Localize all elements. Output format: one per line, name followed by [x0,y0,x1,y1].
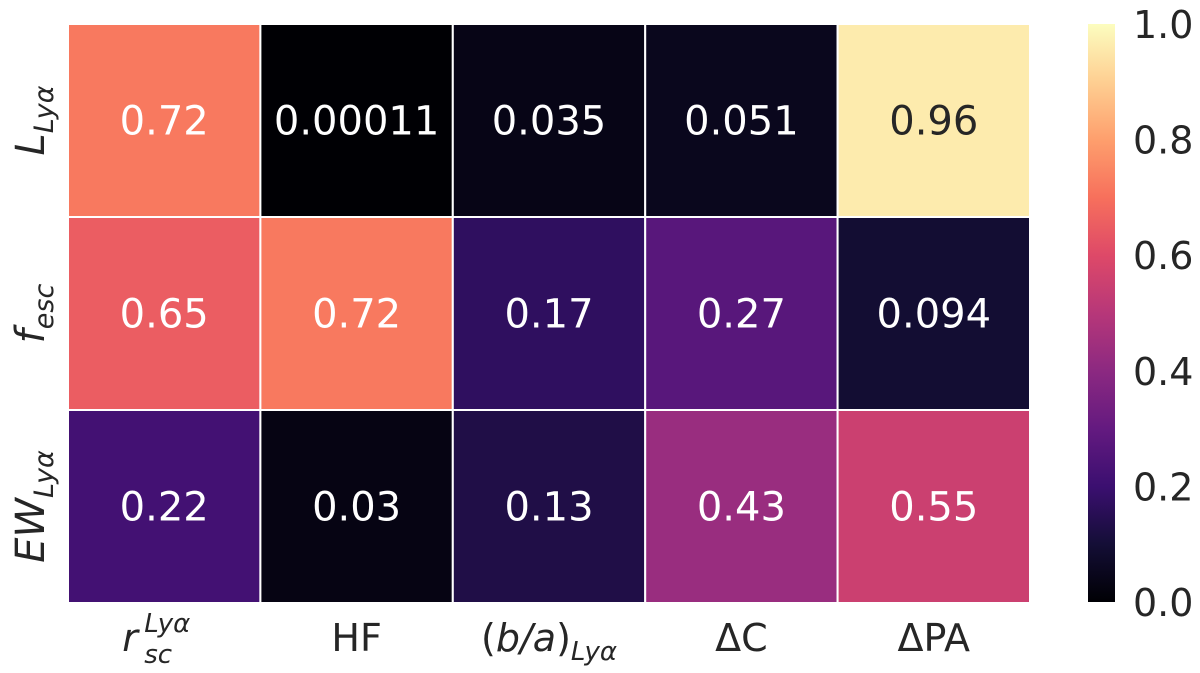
colorbar-gradient [1088,24,1115,602]
cell-annotation-r0-c1: 0.00011 [274,99,439,145]
heatmap-cell-r0-c0 [67,23,262,218]
cell-annotation-r2-c3: 0.43 [697,485,786,531]
cell-annotation-r1-c4: 0.094 [877,292,992,338]
heatmap-cell-r2-c3 [644,409,839,604]
cell-annotation-r0-c2: 0.035 [492,99,607,145]
cell-annotation-r1-c0: 0.65 [120,292,209,338]
cell-annotation-r2-c4: 0.55 [889,485,978,531]
x-tick-label-3: ΔC [715,616,768,660]
heatmap-cell-r0-c4 [836,23,1031,218]
heatmap-cells [67,23,1031,604]
colorbar: 0.0 0.2 0.4 0.6 0.8 1.0 [1088,3,1193,625]
y-tick-label-0: LLyα [8,85,60,155]
colorbar-tick-label-0: 0.0 [1133,581,1193,625]
y-tick-label-1: fesc [8,284,60,344]
heatmap-cell-r2-c1 [259,409,454,604]
cell-annotations: 0.72 0.00011 0.035 0.051 0.96 0.65 0.72 0.17 0.2… [120,99,991,531]
x-axis-labels: r Lyα sc HF (b/a)Lyα ΔC ΔPA [122,609,970,670]
cell-annotation-r0-c3: 0.051 [684,99,799,145]
heatmap-cell-r0-c3 [644,23,839,218]
x-tick-label-2: (b/a)Lyα [481,616,617,667]
y-tick-label-2: EWLyα [8,450,60,563]
x-tick-label-4: ΔPA [898,616,970,660]
colorbar-tick-label-4: 0.8 [1133,119,1193,163]
heatmap-cell-r2-c4 [836,409,1031,604]
colorbar-tick-label-5: 1.0 [1133,3,1193,47]
colorbar-tick-label-1: 0.2 [1133,465,1193,509]
x-tick-label-0: r Lyα sc [122,609,190,669]
cell-annotation-r0-c4: 0.96 [889,99,978,145]
heatmap-cell-r0-c1 [259,23,454,218]
cell-annotation-r1-c1: 0.72 [312,292,401,338]
cell-annotation-r1-c2: 0.17 [504,292,593,338]
colorbar-tick-label-3: 0.6 [1133,234,1193,278]
cell-annotation-r2-c0: 0.22 [120,485,209,531]
cell-annotation-r0-c0: 0.72 [120,99,209,145]
colorbar-tick-label-2: 0.4 [1133,350,1193,394]
heatmap-cell-r1-c0 [67,216,262,411]
x-tick-label-1: HF [331,616,381,660]
heatmap-cell-r1-c2 [451,216,647,411]
cell-annotation-r2-c1: 0.03 [312,485,401,531]
y-axis-labels: LLyα fesc EWLyα [8,85,60,563]
cell-annotation-r1-c3: 0.27 [697,292,786,338]
heatmap-cell-r1-c4 [836,216,1031,411]
heatmap-cell-r0-c2 [451,23,647,218]
heatmap-cell-r2-c2 [451,409,647,604]
cell-annotation-r2-c2: 0.13 [504,485,593,531]
